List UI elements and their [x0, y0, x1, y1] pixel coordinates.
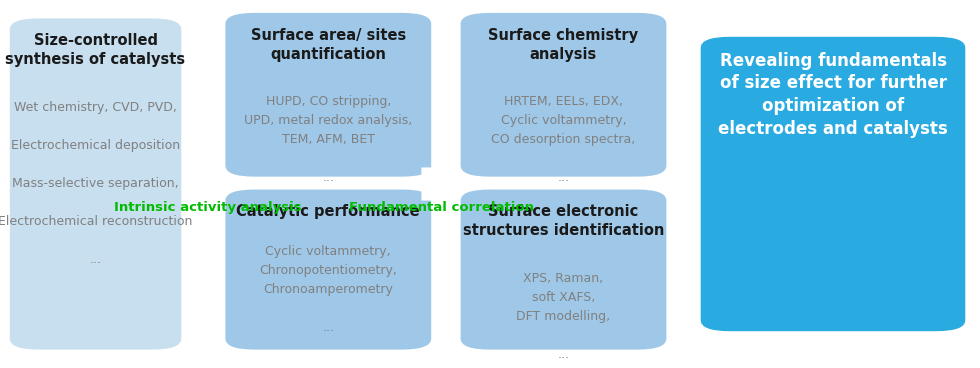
Text: Surface chemistry
analysis: Surface chemistry analysis	[488, 28, 639, 62]
Text: Size-controlled
synthesis of catalysts: Size-controlled synthesis of catalysts	[6, 33, 185, 67]
FancyBboxPatch shape	[225, 13, 431, 177]
Text: XPS, Raman,
soft XAFS,
DFT modelling,

...: XPS, Raman, soft XAFS, DFT modelling, ..…	[516, 272, 611, 361]
Text: Fundamental correlation: Fundamental correlation	[350, 201, 534, 213]
Text: Cyclic voltammetry,
Chronopotentiometry,
Chronoamperometry

...: Cyclic voltammetry, Chronopotentiometry,…	[260, 245, 397, 335]
FancyBboxPatch shape	[701, 37, 965, 331]
FancyBboxPatch shape	[10, 18, 181, 350]
Text: Surface area/ sites
quantification: Surface area/ sites quantification	[251, 28, 406, 62]
Text: Wet chemistry, CVD, PVD,

Electrochemical deposition

Mass-selective separation,: Wet chemistry, CVD, PVD, Electrochemical…	[0, 101, 193, 266]
Polygon shape	[421, 149, 463, 219]
FancyBboxPatch shape	[461, 13, 666, 177]
Text: Surface electronic
structures identification: Surface electronic structures identifica…	[463, 204, 664, 238]
Text: Intrinsic activity analysis: Intrinsic activity analysis	[114, 201, 302, 213]
Text: Catalytic performance: Catalytic performance	[236, 204, 420, 219]
Polygon shape	[188, 149, 227, 219]
Text: HRTEM, EELs, EDX,
Cyclic voltammetry,
CO desorption spectra,

...: HRTEM, EELs, EDX, Cyclic voltammetry, CO…	[491, 95, 636, 184]
FancyBboxPatch shape	[225, 190, 431, 350]
FancyBboxPatch shape	[461, 190, 666, 350]
Text: Revealing fundamentals
of size effect for further
optimization of
electrodes and: Revealing fundamentals of size effect fo…	[718, 52, 948, 138]
Text: HUPD, CO stripping,
UPD, metal redox analysis,
TEM, AFM, BET

...: HUPD, CO stripping, UPD, metal redox ana…	[244, 95, 413, 184]
